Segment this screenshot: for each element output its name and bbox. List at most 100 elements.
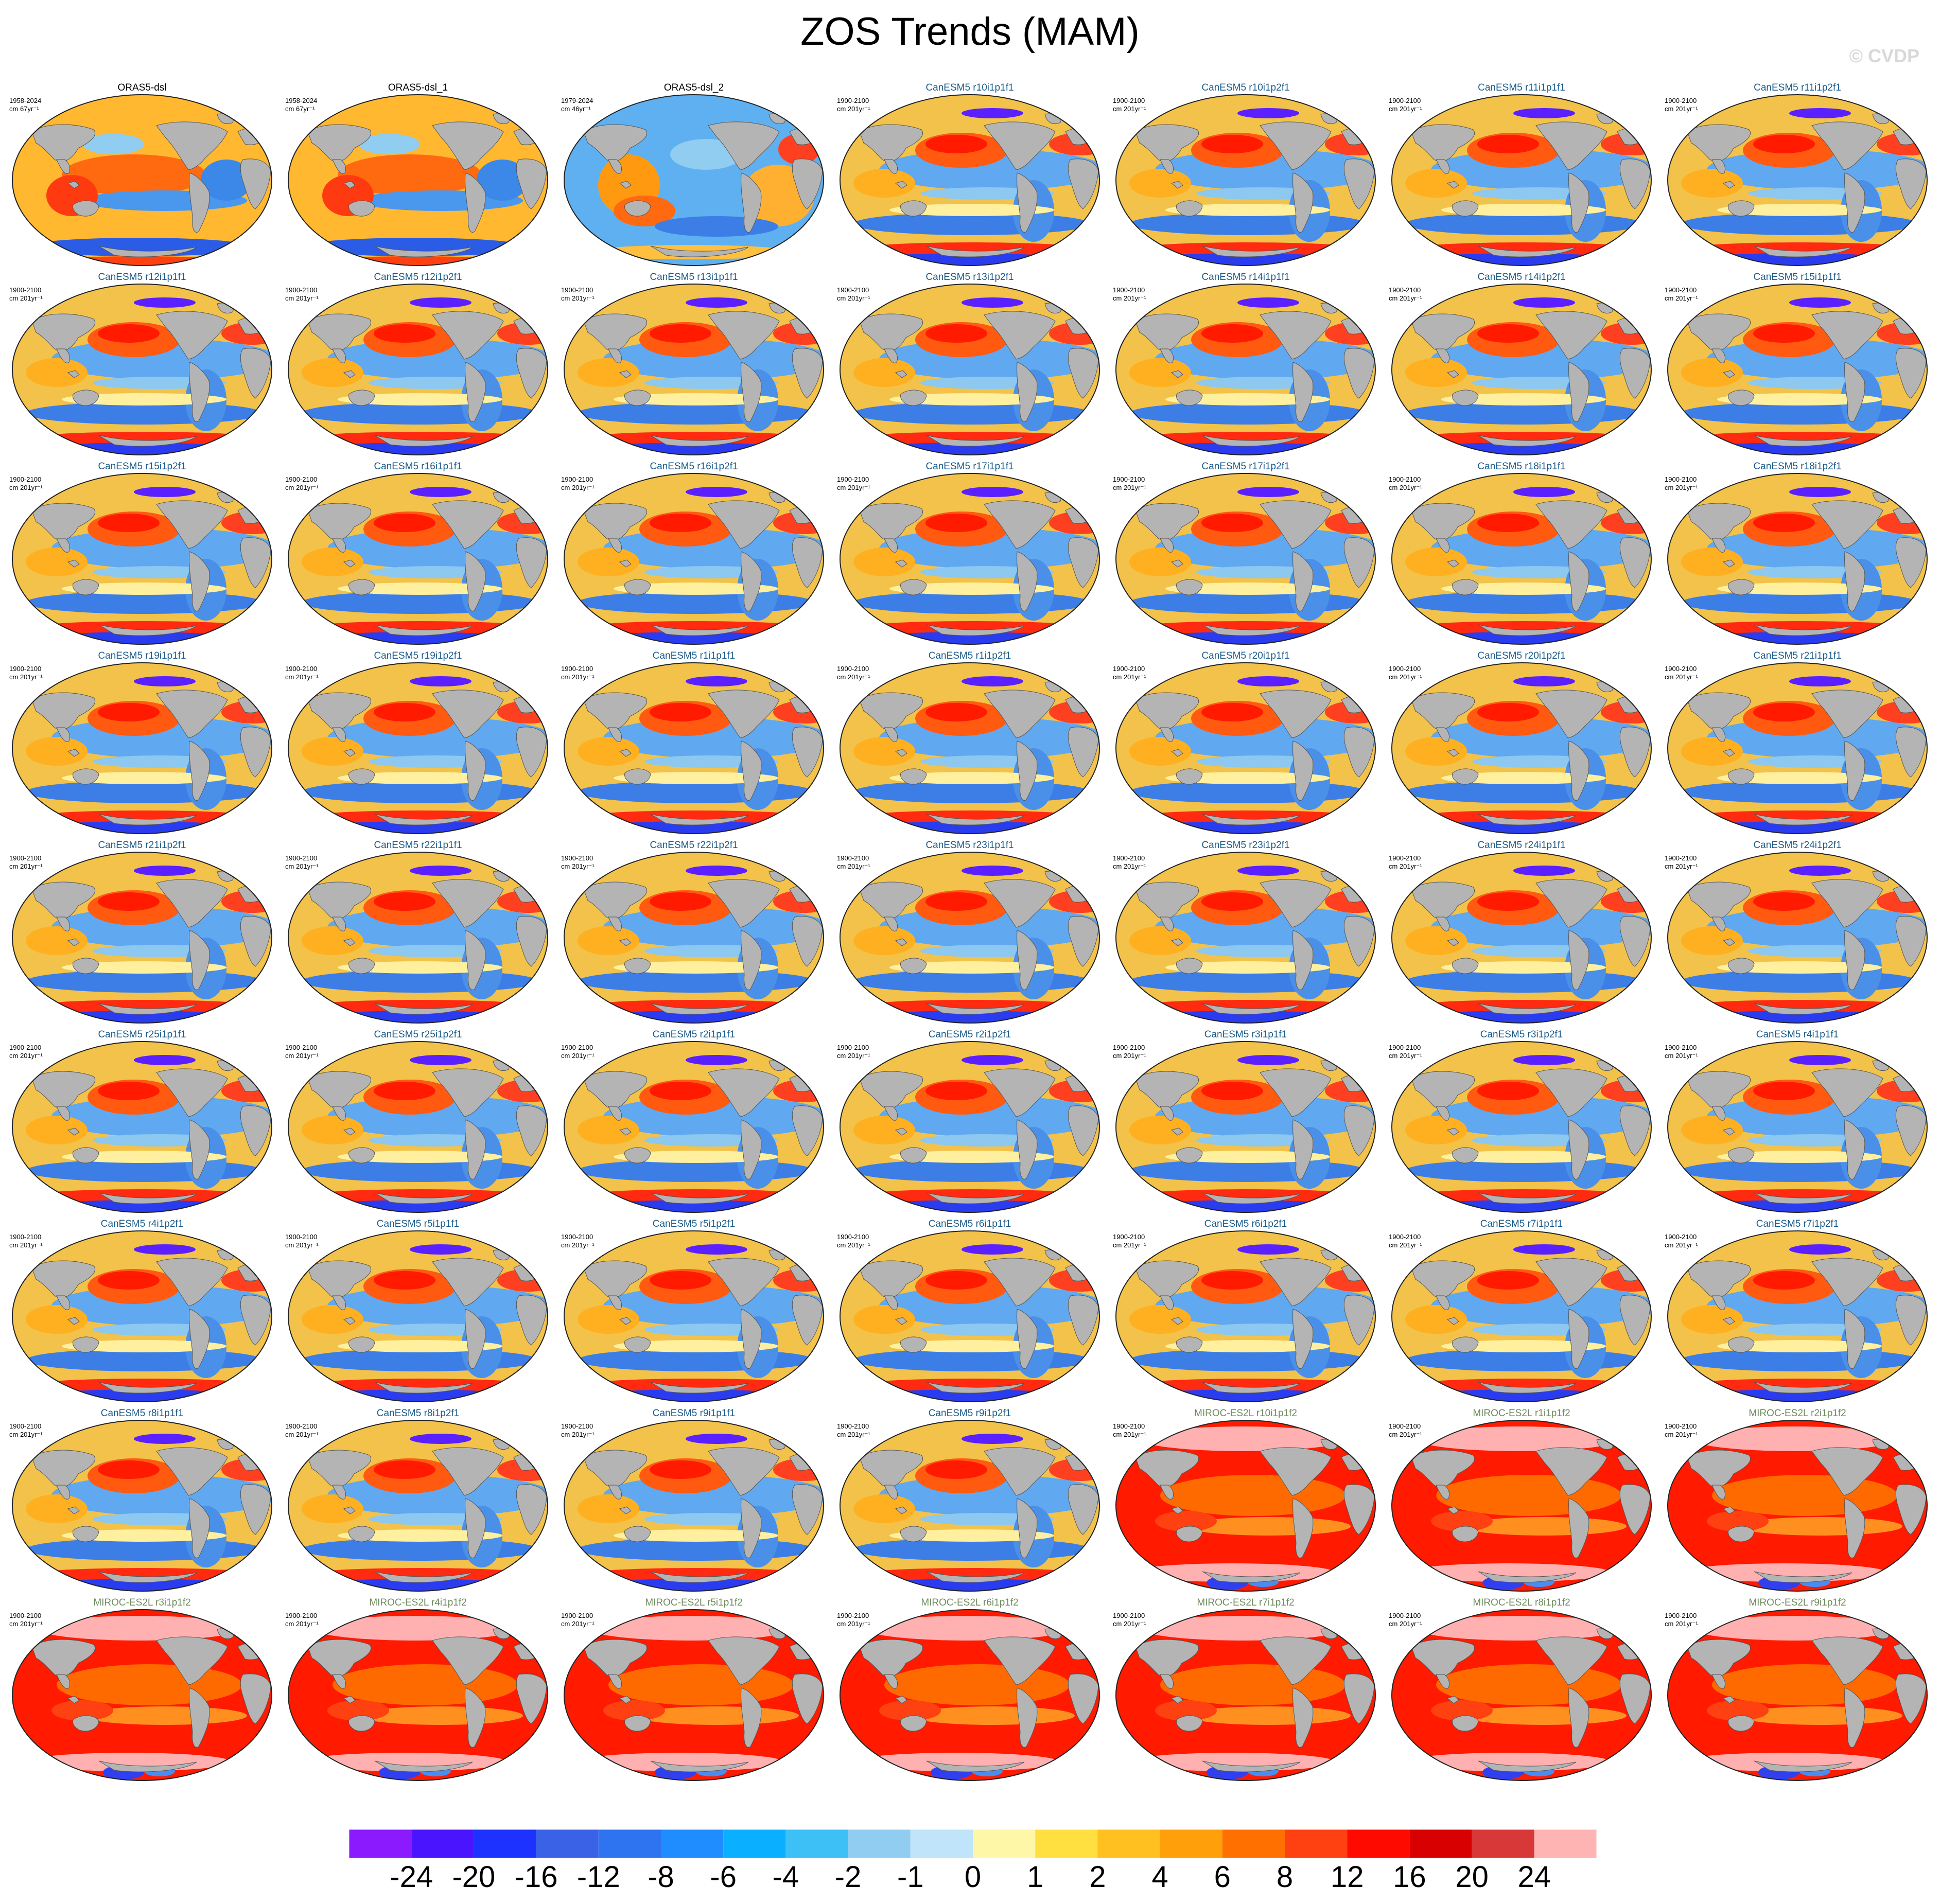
land-mass: [516, 1484, 547, 1535]
panel-title: CanESM5 r24i1p2f1: [1753, 840, 1842, 851]
panel-units: cm 201yr⁻¹: [1665, 294, 1698, 302]
panel-units: cm 201yr⁻¹: [1389, 1052, 1422, 1060]
world-map: [1667, 284, 1928, 455]
land-mass: [348, 768, 375, 785]
land-mass: [859, 1260, 923, 1298]
land-mass: [432, 690, 504, 738]
colorbar-box: [723, 1829, 786, 1858]
land-mass: [583, 1071, 647, 1109]
land-mass: [900, 1147, 927, 1163]
land-mass: [1811, 1068, 1883, 1117]
panel-title: ORAS5-dsl: [117, 82, 167, 93]
land-mass: [984, 1447, 1056, 1496]
land-mass: [67, 370, 80, 378]
land-mass: [1711, 916, 1726, 931]
land-mass: [1895, 727, 1927, 778]
land-mass: [1844, 551, 1865, 611]
panel-years: 1900-2100: [1389, 1044, 1421, 1051]
land-mass: [332, 538, 346, 553]
map-panel: CanESM5 r12i1p2f1 1900-2100 cm 201yr⁻¹: [283, 272, 553, 457]
panel-units: cm 201yr⁻¹: [9, 673, 43, 681]
colorbar-box: [411, 1829, 474, 1858]
colorbar-tick-label: 24: [1518, 1860, 1551, 1891]
colorbar-box: [1097, 1829, 1160, 1858]
colorbar-box: [973, 1829, 1036, 1858]
world-map: [1115, 473, 1376, 645]
panel-years: 1900-2100: [1389, 854, 1421, 862]
land-mass: [624, 579, 651, 595]
land-mass: [1619, 537, 1651, 588]
land-mass: [1478, 435, 1577, 447]
land-mass: [619, 1127, 632, 1136]
land-mass: [1170, 1506, 1183, 1514]
land-mass: [332, 727, 346, 742]
land-mass: [1017, 930, 1038, 990]
land-mass: [374, 1192, 473, 1204]
panel-years: 1900-2100: [1389, 286, 1421, 294]
colorbar-box: [1347, 1829, 1410, 1858]
land-mass: [240, 158, 271, 209]
land-mass: [1160, 727, 1174, 742]
land-mass: [1895, 537, 1927, 588]
map-border: [288, 473, 548, 645]
panel-years: 1900-2100: [837, 97, 869, 104]
land-mass: [1135, 1260, 1199, 1298]
panel-units: cm 201yr⁻¹: [1113, 1052, 1146, 1060]
panel-units: cm 201yr⁻¹: [1113, 484, 1146, 491]
land-mass: [624, 390, 651, 406]
land-mass: [895, 370, 907, 378]
panel-units: cm 201yr⁻¹: [1113, 105, 1146, 113]
land-mass: [884, 159, 898, 174]
panel-years: 1900-2100: [285, 286, 318, 294]
land-mass: [374, 814, 473, 825]
map-border: [840, 284, 1100, 455]
panel-units: cm 201yr⁻¹: [9, 1620, 43, 1628]
panel-title: CanESM5 r22i1p2f1: [650, 840, 738, 851]
map-panel: CanESM5 r8i1p1f1 1900-2100 cm 201yr⁻¹: [7, 1408, 277, 1593]
land-mass: [1160, 348, 1174, 363]
panel-title: MIROC-ES2L r7i1p1f2: [1197, 1597, 1295, 1608]
map-border: [1667, 662, 1928, 834]
land-mass: [98, 245, 197, 257]
panel-years: 1900-2100: [9, 286, 42, 294]
land-mass: [1722, 749, 1735, 757]
land-mass: [1478, 814, 1577, 825]
world-map: [12, 852, 272, 1024]
land-mass: [984, 1636, 1056, 1685]
land-mass: [1844, 1309, 1865, 1369]
map-panel: CanESM5 r9i1p2f1 1900-2100 cm 201yr⁻¹: [835, 1408, 1105, 1593]
land-mass: [343, 1127, 356, 1136]
land-mass: [343, 1317, 356, 1325]
panel-years: 1900-2100: [561, 1422, 593, 1430]
land-mass: [189, 1687, 210, 1748]
map-border: [1391, 284, 1652, 455]
panel-units: cm 46yr⁻¹: [561, 105, 591, 113]
panel-title: MIROC-ES2L r5i1p1f2: [645, 1597, 743, 1608]
map-panel: CanESM5 r4i1p2f1 1900-2100 cm 201yr⁻¹: [7, 1219, 277, 1404]
map-border: [288, 94, 548, 266]
map-border: [12, 473, 272, 645]
map-panel: MIROC-ES2L r9i1p1f2 1900-2100 cm 201yr⁻¹: [1663, 1597, 1932, 1783]
map-panel: CanESM5 r5i1p1f1 1900-2100 cm 201yr⁻¹: [283, 1219, 553, 1404]
land-mass: [374, 435, 473, 447]
map-panel: CanESM5 r18i1p1f1 1900-2100 cm 201yr⁻¹: [1387, 461, 1656, 646]
land-mass: [307, 1639, 371, 1677]
land-mass: [1160, 1106, 1174, 1121]
land-mass: [98, 1382, 197, 1394]
land-mass: [1446, 370, 1459, 378]
panel-units: cm 201yr⁻¹: [285, 294, 319, 302]
panel-title: MIROC-ES2L r3i1p1f2: [93, 1597, 191, 1608]
land-mass: [98, 1192, 197, 1204]
land-mass: [708, 1068, 780, 1117]
colorbar-box: [1285, 1829, 1348, 1858]
map-border: [1667, 1609, 1928, 1781]
land-mass: [792, 727, 823, 778]
panel-units: cm 201yr⁻¹: [1389, 1620, 1422, 1628]
land-mass: [348, 579, 375, 595]
land-mass: [708, 690, 780, 738]
map-border: [1115, 94, 1376, 266]
land-mass: [1895, 1673, 1927, 1724]
world-map: [288, 284, 548, 455]
land-mass: [1452, 958, 1479, 974]
land-mass: [189, 172, 210, 233]
